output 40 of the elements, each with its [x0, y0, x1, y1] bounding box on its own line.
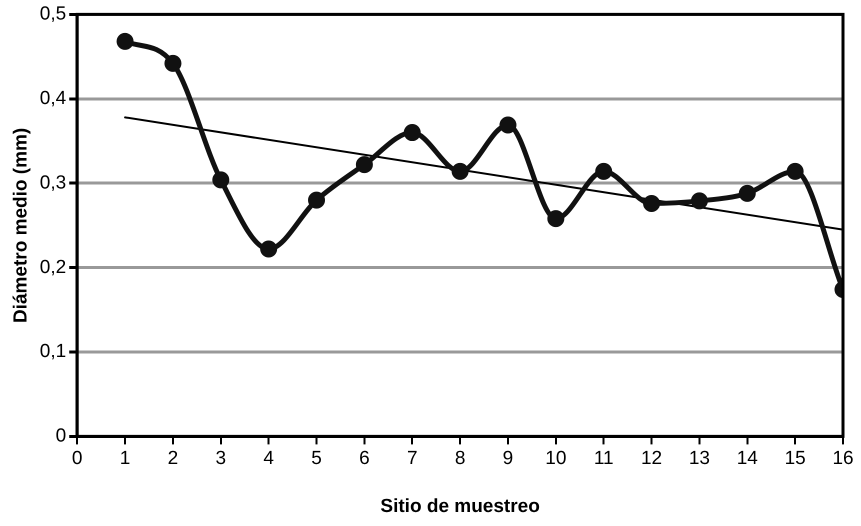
point [786, 162, 804, 180]
point [356, 156, 373, 174]
x-tick-label: 12 [640, 448, 662, 470]
point [260, 240, 278, 258]
x-axis-title: Sitio de muestreo [380, 496, 540, 517]
point [212, 171, 230, 188]
x-tick-label: 15 [784, 448, 806, 470]
point [643, 194, 660, 212]
x-tick-label: 16 [832, 448, 854, 470]
y-axis-title: Diámetro medio (mm) [10, 128, 32, 324]
point [499, 116, 516, 134]
point [116, 32, 134, 50]
point [690, 192, 708, 210]
point [164, 54, 182, 72]
x-tick-label: 10 [545, 448, 566, 470]
x-tick-label: 6 [359, 448, 370, 470]
point [308, 192, 326, 209]
y-tick-label: 0,3 [40, 172, 66, 194]
x-tick-label: 3 [216, 448, 226, 470]
y-tick-label: 0 [56, 426, 66, 447]
y-tick-label: 0,1 [40, 341, 66, 362]
x-tick-label: 11 [594, 448, 614, 470]
x-tick-label: 4 [263, 448, 274, 470]
y-tick-label: 0,5 [40, 4, 66, 25]
point [738, 184, 756, 202]
point [547, 210, 564, 228]
x-tick-label: 2 [168, 448, 178, 470]
point [452, 162, 469, 180]
point [595, 162, 612, 180]
point [404, 124, 421, 142]
x-tick-label: 8 [454, 448, 466, 470]
x-tick-label: 13 [688, 448, 710, 470]
x-tick-label: 0 [72, 448, 82, 470]
x-tick-label: 7 [406, 448, 418, 470]
x-tick-label: 1 [120, 448, 130, 470]
x-tick-label: 14 [736, 448, 758, 470]
x-tick-label: 9 [502, 448, 514, 470]
y-tick-label: 0,4 [40, 88, 67, 110]
y-tick-label: 0,2 [40, 256, 66, 278]
x-tick-label: 5 [311, 448, 322, 470]
